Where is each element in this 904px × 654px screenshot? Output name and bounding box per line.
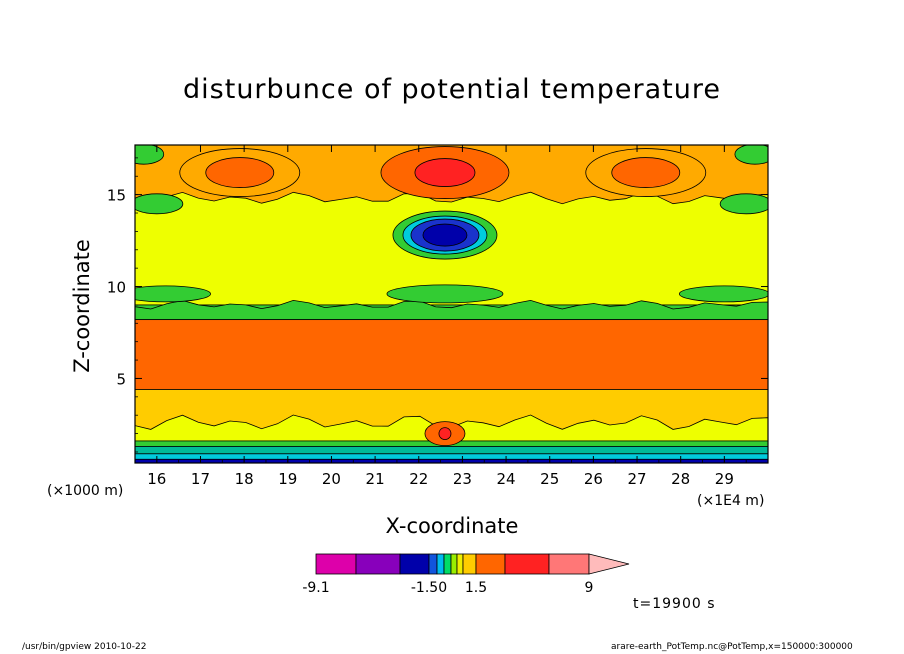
x-tick-label: 21 (366, 470, 385, 488)
colorbar-arrow (588, 553, 630, 575)
x-tick-label: 27 (627, 470, 646, 488)
x-tick-label: 24 (497, 470, 516, 488)
colorbar-segment (443, 553, 452, 575)
colorbar-segment (428, 553, 438, 575)
colorbar-label: 9 (585, 580, 594, 596)
x-unit-right: (×1E4 m) (697, 493, 765, 509)
chart-title: disturbunce of potential temperature (183, 74, 721, 105)
x-tick-label: 28 (671, 470, 690, 488)
x-tick-label: 19 (278, 470, 297, 488)
x-tick-label: 20 (322, 470, 341, 488)
cold-navy (422, 223, 468, 247)
level-teal-surface (135, 446, 768, 455)
colorbar-segment (475, 553, 506, 575)
contour-fills (135, 145, 768, 463)
y-tick-label: 5 (116, 370, 126, 388)
x-tick-label: 25 (540, 470, 559, 488)
patch-right-green (678, 285, 768, 303)
x-tick-label: 26 (584, 470, 603, 488)
patch-left-upper (135, 193, 184, 215)
cell-left-orange (205, 157, 275, 188)
colorbar-segment (315, 553, 357, 575)
patch-right-top (734, 145, 768, 165)
colorbar-label: -1.50 (411, 580, 447, 596)
colorbar-segment (436, 553, 445, 575)
level-navy-surface (135, 458, 768, 463)
cell-center-red (414, 158, 476, 187)
colorbar-segment (504, 553, 550, 575)
low-bubble-red (438, 427, 452, 440)
cell-right-orange (611, 157, 681, 188)
y-tick-label: 15 (107, 187, 126, 205)
x-tick-label: 16 (147, 470, 166, 488)
patch-right-upper (719, 193, 768, 215)
y-tick-label: 10 (107, 279, 126, 297)
colorbar-segment (548, 553, 590, 575)
colorbar-label: 1.5 (465, 580, 487, 596)
colorbar-segment (456, 553, 464, 575)
time-annotation: t=19900 s (633, 596, 716, 612)
x-tick-label: 29 (715, 470, 734, 488)
x-unit-left: (×1000 m) (47, 483, 124, 499)
x-axis-label: X-coordinate (385, 514, 519, 538)
colorbar-label: -9.1 (302, 580, 329, 596)
colorbar-segment (355, 553, 401, 575)
patch-center-green (386, 284, 504, 304)
x-tick-label: 17 (191, 470, 210, 488)
x-tick-label: 18 (235, 470, 254, 488)
patch-left-top (135, 145, 165, 165)
level-cyan-surface (135, 453, 768, 460)
colorbar-segment (462, 553, 477, 575)
x-tick-label: 22 (409, 470, 428, 488)
x-tick-label: 23 (453, 470, 472, 488)
footer-left: /usr/bin/gpview 2010-10-22 (22, 642, 147, 652)
colorbar-segment (399, 553, 430, 575)
patch-left-green (135, 285, 211, 303)
plot-frame (134, 144, 769, 464)
colorbar-segment (450, 553, 458, 575)
footer-right: arare-earth_PotTemp.nc@PotTemp,x=150000:… (611, 642, 853, 652)
level-orange-band (135, 319, 768, 390)
